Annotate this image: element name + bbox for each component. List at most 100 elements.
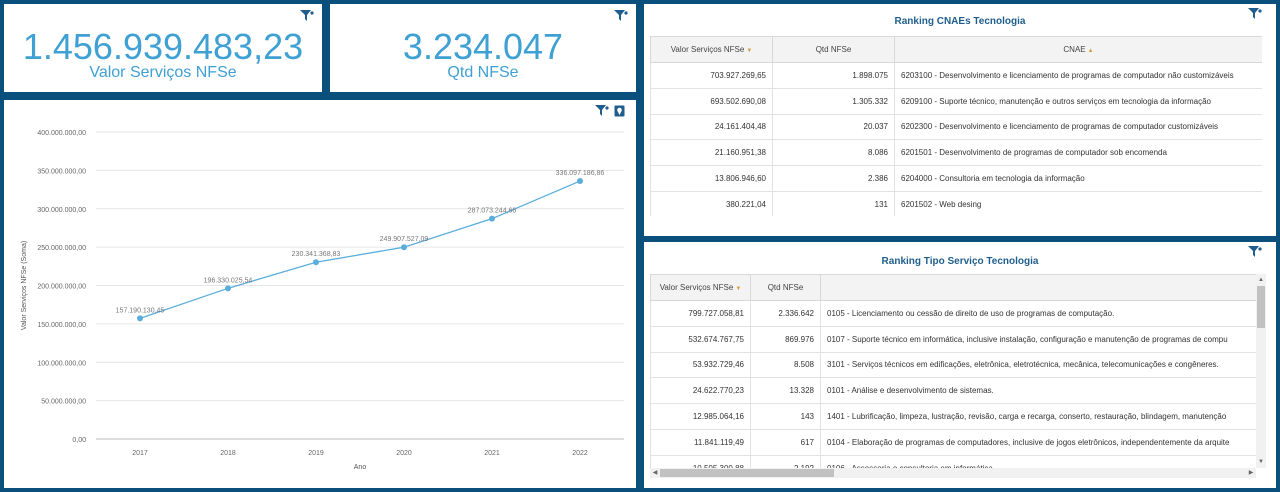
data-point xyxy=(577,178,583,185)
kpi-qtd-label: Qtd NFSe xyxy=(447,64,519,81)
data-point xyxy=(225,285,231,292)
location-pin-icon[interactable] xyxy=(614,105,625,117)
cell-qtd: 2.192 xyxy=(750,454,821,468)
cell-qtd: 2.386 xyxy=(772,165,895,192)
ranking-tipo-servico-panel: Ranking Tipo Serviço Tecnologia Valor Se… xyxy=(644,242,1276,488)
table-row[interactable]: 12.985.064,16 143 1401 - Lubrificação, lim… xyxy=(650,403,1256,430)
y-tick-label: 300.000.000,00 xyxy=(37,207,86,214)
table-row[interactable]: 53.932.729,46 8.508 3101 - Serviços técnic… xyxy=(650,351,1256,379)
y-axis-title: Valor Serviços NFSe (Soma) xyxy=(21,241,28,330)
column-header-qtd[interactable]: Qtd NFSe xyxy=(772,36,895,63)
table-row[interactable]: 380.221,04 131 6201502 - Web desing xyxy=(650,190,1262,216)
ranking-cnae-table: Valor Serviços NFSe ▼ Qtd NFSe CNAE ▲ 703.… xyxy=(650,36,1262,216)
cell-valor: 53.932.729,46 xyxy=(650,351,751,379)
table-row[interactable]: 11.841.119,49 617 0104 - Elaboração de pro… xyxy=(650,428,1256,456)
vertical-scrollbar[interactable] xyxy=(1256,274,1266,468)
filter-icon[interactable] xyxy=(595,105,609,117)
kpi-valor-value: 1.456.939.483,23 xyxy=(22,26,304,67)
table-row[interactable]: 693.502.690,08 1.305.332 6209100 - Suporte… xyxy=(650,87,1262,115)
cell-descricao: 0104 - Elaboração de programas de comput… xyxy=(820,428,1256,456)
cell-descricao: 0105 - Licenciamento ou cessão de direit… xyxy=(820,300,1256,327)
cell-descricao: 0101 - Análise e desenvolvimento de sist… xyxy=(820,377,1256,405)
kpi-panel-valor: 1.456.939.483,23 Valor Serviços NFSe xyxy=(4,4,322,92)
data-label: 336.097.186,86 xyxy=(556,170,605,177)
x-tick-label: 2019 xyxy=(308,450,324,457)
y-tick-label: 400.000.000,00 xyxy=(37,130,86,137)
cell-qtd: 8.508 xyxy=(750,351,821,379)
cell-qtd: 1.898.075 xyxy=(772,62,895,89)
x-tick-label: 2020 xyxy=(396,450,412,457)
cell-descricao: 0106 - Assessoria e consultoria em infor… xyxy=(820,454,1256,468)
cell-qtd: 143 xyxy=(750,403,821,430)
scroll-up-arrow[interactable]: ▲ xyxy=(1258,277,1264,283)
data-label: 287.073.244,66 xyxy=(468,208,517,215)
cell-qtd: 13.328 xyxy=(750,377,821,405)
cell-descricao: 3101 - Serviços técnicos em edificações,… xyxy=(820,351,1256,379)
cell-qtd: 1.305.332 xyxy=(772,87,895,115)
data-point xyxy=(313,259,319,266)
scroll-down-arrow[interactable]: ▼ xyxy=(1258,459,1264,465)
cell-descricao: 6209100 - Suporte técnico, manutenção e … xyxy=(894,87,1262,115)
data-label: 230.341.368,83 xyxy=(292,251,341,258)
y-tick-label: 250.000.000,00 xyxy=(37,245,86,252)
filter-icon[interactable] xyxy=(1248,246,1262,258)
cell-qtd: 20.037 xyxy=(772,113,895,141)
x-tick-label: 2018 xyxy=(220,450,236,457)
data-label: 249.907.527,09 xyxy=(380,236,429,243)
data-label: 157.190.130,45 xyxy=(116,307,165,314)
scroll-left-arrow[interactable]: ◀ xyxy=(652,470,658,476)
filter-icon[interactable] xyxy=(300,10,314,22)
column-header-cnae[interactable]: CNAE ▲ xyxy=(894,36,1262,63)
cell-qtd: 131 xyxy=(772,190,895,216)
data-label: 196.330.025,54 xyxy=(204,277,253,284)
table-row[interactable]: 24.622.770,23 13.328 0101 - Análise e dese… xyxy=(650,377,1256,405)
y-tick-label: 350.000.000,00 xyxy=(37,168,86,175)
line-chart: 0,00 50.000.000,00 100.000.000,00 150.000.0… xyxy=(21,130,624,471)
kpi-qtd-value: 3.234.047 xyxy=(402,26,564,67)
table-row[interactable]: 532.674.767,75 869.976 0107 - Suporte técn… xyxy=(650,325,1256,353)
table-title: Ranking Tipo Serviço Tecnologia xyxy=(881,256,1039,267)
ranking-tipo-servico-table-wrapper: Valor Serviços NFSe ▼ Qtd NFSe 799.727.05… xyxy=(650,274,1256,468)
chart-panel: 0,00 50.000.000,00 100.000.000,00 150.000.0… xyxy=(4,100,636,488)
cell-qtd: 8.086 xyxy=(772,139,895,167)
cell-descricao: 6201502 - Web desing xyxy=(894,190,1262,216)
cell-descricao: 6202300 - Desenvolvimento e licenciament… xyxy=(894,113,1262,141)
ranking-cnae-panel: Ranking CNAEs Tecnologia Valor Serviços … xyxy=(644,4,1276,236)
cell-valor: 380.221,04 xyxy=(650,190,773,216)
scroll-right-arrow[interactable]: ▶ xyxy=(1248,470,1254,476)
x-axis-title: Ano xyxy=(354,464,367,471)
table-row[interactable]: 703.927.269,65 1.898.075 6203100 - Desenvo… xyxy=(650,62,1262,89)
cell-valor: 693.502.690,08 xyxy=(650,87,773,115)
cell-valor: 532.674.767,75 xyxy=(650,325,751,353)
vertical-scrollbar-thumb[interactable] xyxy=(1257,286,1265,328)
cell-valor: 24.161.404,48 xyxy=(650,113,773,141)
cell-valor: 11.841.119,49 xyxy=(650,428,751,456)
kpi-valor-label: Valor Serviços NFSe xyxy=(89,64,237,81)
column-header-qtd[interactable]: Qtd NFSe xyxy=(750,274,821,301)
kpi-panel-qtd: 3.234.047 Qtd NFSe xyxy=(330,4,636,92)
filter-icon[interactable] xyxy=(614,10,628,22)
filter-icon[interactable] xyxy=(1248,8,1262,20)
cell-valor: 10.505.300,88 xyxy=(650,454,751,468)
cell-descricao: 6204000 - Consultoria em tecnologia da i… xyxy=(894,165,1262,192)
horizontal-scrollbar[interactable] xyxy=(650,468,1256,478)
column-header-tipo[interactable] xyxy=(820,274,1256,301)
table-row[interactable]: 21.160.951,38 8.086 6201501 - Desenvolvime… xyxy=(650,139,1262,167)
cell-valor: 799.727.058,81 xyxy=(650,300,751,327)
column-header-valor[interactable]: Valor Serviços NFSe ▼ xyxy=(650,36,773,63)
cell-descricao: 6201501 - Desenvolvimento de programas d… xyxy=(894,139,1262,167)
cell-descricao: 6203100 - Desenvolvimento e licenciament… xyxy=(894,62,1262,89)
cell-valor: 24.622.770,23 xyxy=(650,377,751,405)
cell-qtd: 2.336.642 xyxy=(750,300,821,327)
y-tick-label: 50.000.000,00 xyxy=(41,399,86,406)
horizontal-scrollbar-thumb[interactable] xyxy=(660,469,834,477)
x-tick-label: 2017 xyxy=(132,450,148,457)
table-row[interactable]: 13.806.946,60 2.386 6204000 - Consultoria … xyxy=(650,165,1262,192)
table-row[interactable]: 799.727.058,81 2.336.642 0105 - Licenciame… xyxy=(650,300,1256,327)
cell-valor: 13.806.946,60 xyxy=(650,165,773,192)
cell-valor: 12.985.064,16 xyxy=(650,403,751,430)
table-row[interactable]: 10.505.300,882.1920106 - Assessoria e co… xyxy=(650,454,1256,468)
column-header-valor[interactable]: Valor Serviços NFSe ▼ xyxy=(650,274,751,301)
cell-valor: 703.927.269,65 xyxy=(650,62,773,89)
table-row[interactable]: 24.161.404,48 20.037 6202300 - Desenvolvim… xyxy=(650,113,1262,141)
